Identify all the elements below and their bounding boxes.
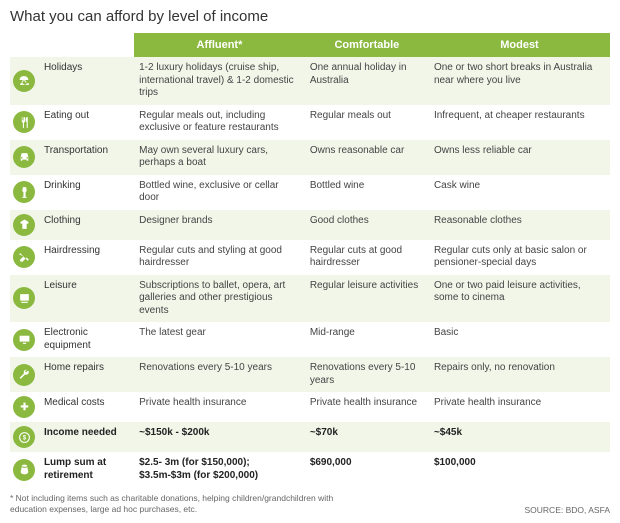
cell-comfortable: Regular cuts at good hairdresser xyxy=(305,240,429,275)
row-icon-cell xyxy=(10,322,39,357)
table-row: DrinkingBottled wine, exclusive or cella… xyxy=(10,175,610,210)
cell-comfortable: Mid-range xyxy=(305,322,429,357)
row-icon-cell xyxy=(10,357,39,392)
income-icon xyxy=(13,426,35,448)
affordability-table: Affluent* Comfortable Modest Holidays1-2… xyxy=(10,33,610,487)
row-label: Electronic equipment xyxy=(39,322,134,357)
table-row: Lump sum at retirement$2.5- 3m (for $150… xyxy=(10,452,610,487)
cell-affluent: Bottled wine, exclusive or cellar door xyxy=(134,175,305,210)
row-icon-cell xyxy=(10,240,39,275)
footnote: * Not including items such as charitable… xyxy=(10,493,370,515)
page-title: What you can afford by level of income xyxy=(10,8,610,25)
row-icon-cell xyxy=(10,422,39,452)
row-label: Clothing xyxy=(39,210,134,240)
cell-modest: Basic xyxy=(429,322,610,357)
clothing-icon xyxy=(13,214,35,236)
row-label: Home repairs xyxy=(39,357,134,392)
cell-modest: Owns less reliable car xyxy=(429,140,610,175)
hair-icon xyxy=(13,246,35,268)
row-label: Holidays xyxy=(39,57,134,105)
cell-affluent: The latest gear xyxy=(134,322,305,357)
table-row: TransportationMay own several luxury car… xyxy=(10,140,610,175)
row-label: Income needed xyxy=(39,422,134,452)
cell-modest: Cask wine xyxy=(429,175,610,210)
cell-comfortable: Good clothes xyxy=(305,210,429,240)
cell-comfortable: Renovations every 5-10 years xyxy=(305,357,429,392)
cell-affluent: 1-2 luxury holidays (cruise ship, intern… xyxy=(134,57,305,105)
cell-affluent: ~$150k - $200k xyxy=(134,422,305,452)
row-icon-cell xyxy=(10,57,39,105)
cell-comfortable: Bottled wine xyxy=(305,175,429,210)
cell-comfortable: ~$70k xyxy=(305,422,429,452)
row-icon-cell xyxy=(10,392,39,422)
row-label: Hairdressing xyxy=(39,240,134,275)
cell-comfortable: $690,000 xyxy=(305,452,429,487)
cell-modest: ~$45k xyxy=(429,422,610,452)
header-comfortable: Comfortable xyxy=(305,33,429,57)
row-label: Lump sum at retirement xyxy=(39,452,134,487)
holiday-icon xyxy=(13,70,35,92)
source: SOURCE: BDO, ASFA xyxy=(525,505,611,515)
cell-affluent: $2.5- 3m (for $150,000); $3.5m-$3m (for … xyxy=(134,452,305,487)
cell-comfortable: One annual holiday in Australia xyxy=(305,57,429,105)
leisure-icon xyxy=(13,287,35,309)
cell-affluent: May own several luxury cars, perhaps a b… xyxy=(134,140,305,175)
table-row: Medical costsPrivate health insurancePri… xyxy=(10,392,610,422)
row-icon-cell xyxy=(10,175,39,210)
table-row: LeisureSubscriptions to ballet, opera, a… xyxy=(10,275,610,323)
eating-icon xyxy=(13,111,35,133)
table-row: Home repairsRenovations every 5-10 years… xyxy=(10,357,610,392)
cell-comfortable: Regular leisure activities xyxy=(305,275,429,323)
cell-modest: Repairs only, no renovation xyxy=(429,357,610,392)
table-row: Income needed~$150k - $200k~$70k~$45k xyxy=(10,422,610,452)
medical-icon xyxy=(13,396,35,418)
row-label: Transportation xyxy=(39,140,134,175)
row-label: Leisure xyxy=(39,275,134,323)
cell-affluent: Private health insurance xyxy=(134,392,305,422)
affordability-table-container: What you can afford by level of income A… xyxy=(0,0,620,523)
header-spacer-label xyxy=(39,33,134,57)
transport-icon xyxy=(13,146,35,168)
header-spacer-icon xyxy=(10,33,39,57)
repairs-icon xyxy=(13,364,35,386)
header-row: Affluent* Comfortable Modest xyxy=(10,33,610,57)
drinking-icon xyxy=(13,181,35,203)
header-affluent: Affluent* xyxy=(134,33,305,57)
cell-modest: One or two paid leisure activities, some… xyxy=(429,275,610,323)
table-row: Eating outRegular meals out, including e… xyxy=(10,105,610,140)
cell-modest: Regular cuts only at basic salon or pens… xyxy=(429,240,610,275)
table-row: Holidays1-2 luxury holidays (cruise ship… xyxy=(10,57,610,105)
row-label: Medical costs xyxy=(39,392,134,422)
row-label: Eating out xyxy=(39,105,134,140)
table-row: HairdressingRegular cuts and styling at … xyxy=(10,240,610,275)
row-icon-cell xyxy=(10,105,39,140)
table-row: Electronic equipmentThe latest gearMid-r… xyxy=(10,322,610,357)
row-icon-cell xyxy=(10,452,39,487)
cell-modest: $100,000 xyxy=(429,452,610,487)
lump-icon xyxy=(13,459,35,481)
table-body: Holidays1-2 luxury holidays (cruise ship… xyxy=(10,57,610,487)
electronic-icon xyxy=(13,329,35,351)
cell-affluent: Subscriptions to ballet, opera, art gall… xyxy=(134,275,305,323)
cell-affluent: Renovations every 5-10 years xyxy=(134,357,305,392)
cell-modest: Reasonable clothes xyxy=(429,210,610,240)
row-icon-cell xyxy=(10,140,39,175)
cell-comfortable: Private health insurance xyxy=(305,392,429,422)
footer: * Not including items such as charitable… xyxy=(10,493,610,515)
row-icon-cell xyxy=(10,275,39,323)
header-modest: Modest xyxy=(429,33,610,57)
table-row: ClothingDesigner brandsGood clothesReaso… xyxy=(10,210,610,240)
cell-affluent: Regular meals out, including exclusive o… xyxy=(134,105,305,140)
row-label: Drinking xyxy=(39,175,134,210)
cell-comfortable: Owns reasonable car xyxy=(305,140,429,175)
cell-comfortable: Regular meals out xyxy=(305,105,429,140)
cell-modest: Private health insurance xyxy=(429,392,610,422)
cell-affluent: Designer brands xyxy=(134,210,305,240)
cell-modest: One or two short breaks in Australia nea… xyxy=(429,57,610,105)
cell-affluent: Regular cuts and styling at good hairdre… xyxy=(134,240,305,275)
row-icon-cell xyxy=(10,210,39,240)
cell-modest: Infrequent, at cheaper restaurants xyxy=(429,105,610,140)
